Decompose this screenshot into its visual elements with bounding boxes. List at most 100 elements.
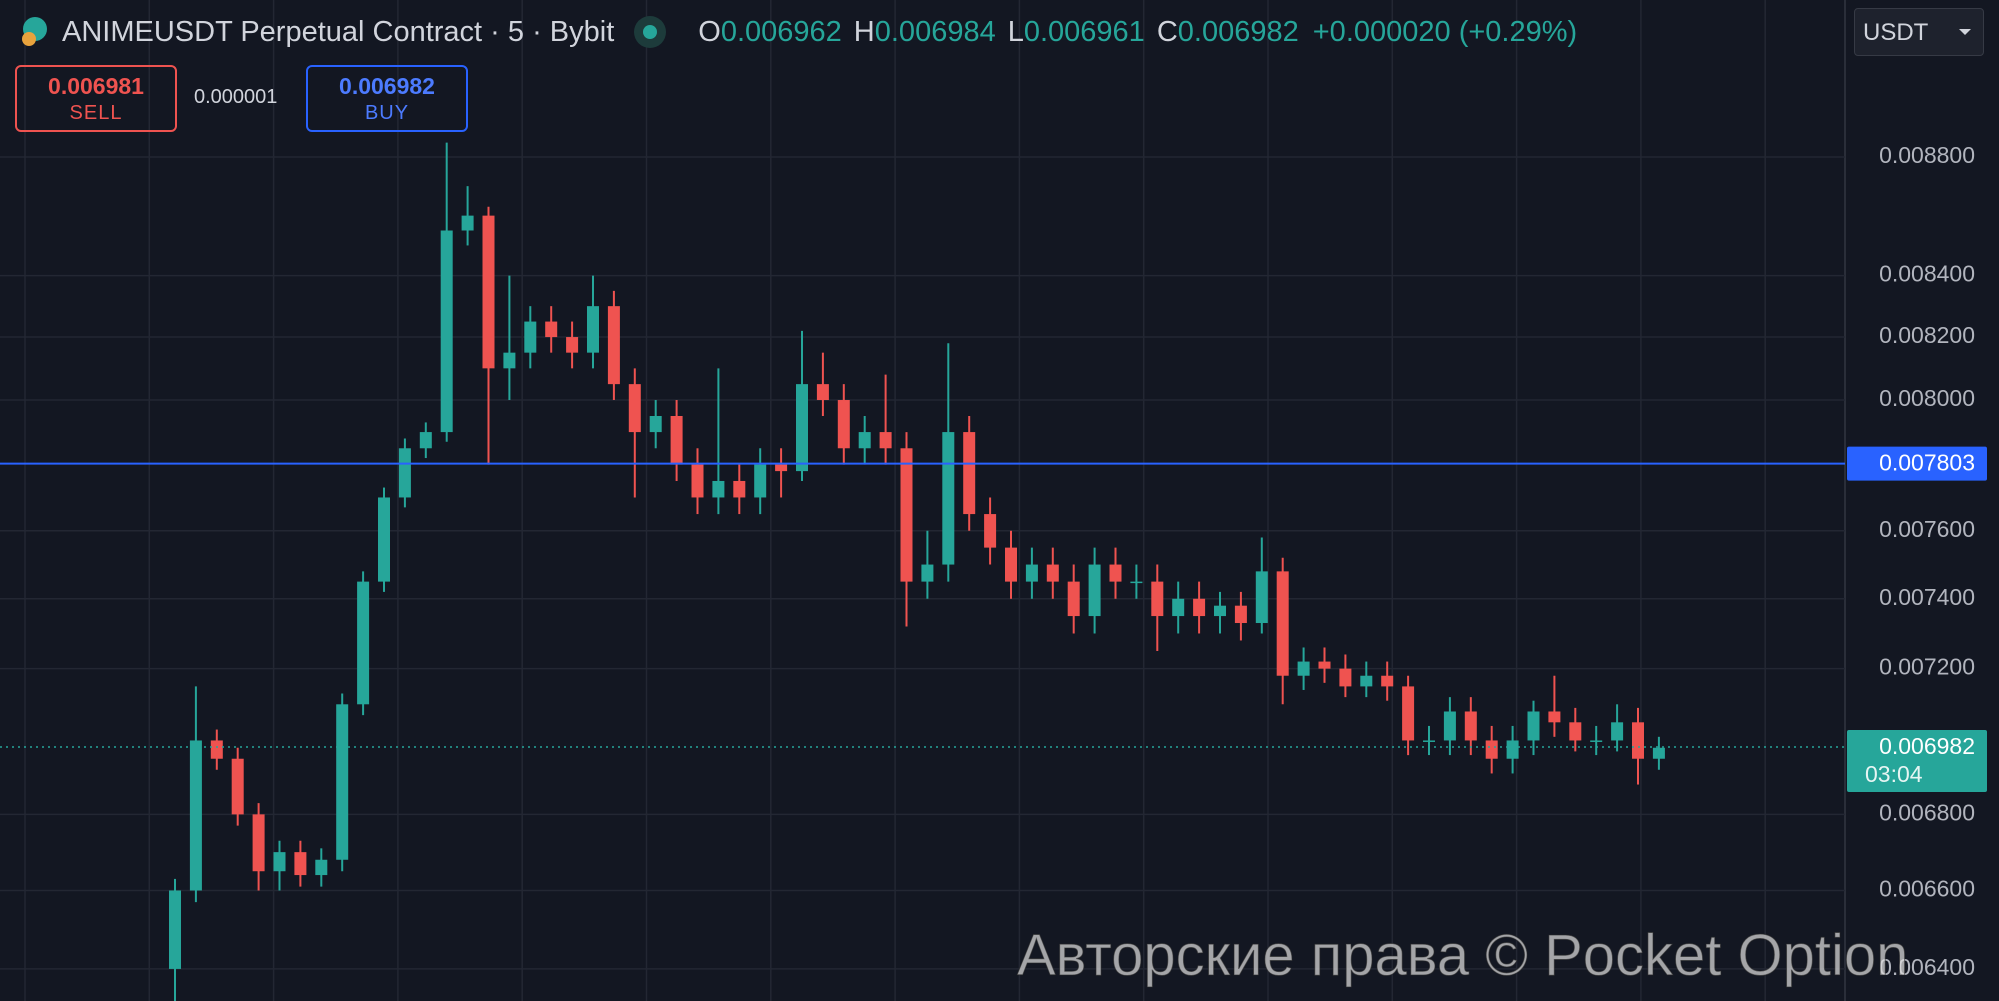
candle-body (1569, 722, 1582, 741)
candle-body (1590, 740, 1603, 742)
candle-body (1611, 722, 1624, 741)
candle-body (1632, 722, 1644, 759)
candle-body (921, 564, 934, 582)
candle-body (169, 890, 181, 969)
candle-body (419, 432, 432, 449)
candle-body (1443, 711, 1456, 741)
candle-body (252, 814, 265, 872)
y-tick-label: 0.008200 (1879, 322, 1975, 348)
y-tick-label: 0.008000 (1879, 385, 1975, 411)
candle-body (1276, 571, 1289, 676)
y-tick-label: 0.006600 (1879, 876, 1975, 902)
candle-body (1025, 564, 1038, 582)
candle-body (378, 497, 390, 582)
candle-body (628, 384, 641, 433)
candle-body (733, 480, 746, 498)
candle-body (1255, 571, 1268, 624)
candle-body (440, 230, 453, 433)
candle-body (503, 352, 516, 369)
symbol-icon (22, 17, 47, 46)
candle-body (315, 859, 328, 876)
candle-body (357, 581, 370, 705)
candle-body (1506, 740, 1519, 759)
candle-body (566, 337, 579, 353)
candle-body (1172, 598, 1185, 617)
candle-body (294, 852, 307, 876)
y-tick-label: 0.008800 (1879, 142, 1975, 168)
chart-header: ANIMEUSDT Perpetual Contract · 5 · Bybit… (18, 12, 1577, 52)
candle-body (1318, 661, 1331, 669)
candle-body (816, 384, 829, 401)
candle-body (1381, 675, 1394, 687)
ohlc-key: O (698, 15, 721, 48)
candle-body (984, 514, 997, 548)
y-tick-label: 0.006400 (1879, 954, 1975, 980)
candle-body (1214, 605, 1226, 617)
candle-body (231, 758, 244, 815)
candle-body (1067, 581, 1080, 617)
market-status[interactable] (634, 16, 667, 48)
price-line-badge (1847, 446, 1987, 481)
ohlc-value: 0.006984 (874, 15, 996, 48)
candle-body (649, 416, 662, 433)
candle-body (482, 215, 495, 369)
candle-body (837, 400, 850, 449)
candle-body (607, 306, 620, 385)
price-axis-panel (1845, 0, 1999, 1001)
candle-body (670, 416, 683, 465)
candle-body (1088, 564, 1101, 617)
ohlc-legend: O0.006962 H0.006984 L0.006961 C0.006982 (686, 16, 1298, 49)
price-change: +0.000020 (+0.29%) (1312, 15, 1578, 48)
sell-price: 0.006981 (48, 73, 144, 99)
ohlc-key: L (1007, 15, 1024, 48)
candle-body (336, 704, 349, 860)
candle-body (1527, 711, 1540, 741)
candle-body (587, 306, 599, 353)
candle-body (1005, 547, 1017, 582)
ohlc-value: 0.006962 (720, 15, 842, 48)
candle-body (545, 321, 558, 338)
ohlc-value: 0.006961 (1023, 15, 1145, 48)
candle-body (1046, 564, 1059, 582)
candle-body (1130, 581, 1143, 584)
candle-body (189, 740, 202, 891)
buy-price: 0.006982 (339, 73, 435, 99)
last-price-label: 0.006982 (1879, 733, 1975, 759)
y-tick-label: 0.007200 (1879, 654, 1975, 680)
ohlc-key: C (1156, 15, 1178, 48)
countdown-label: 03:04 (1865, 761, 1923, 787)
candle-body (1234, 605, 1247, 624)
candle-body (1109, 564, 1122, 582)
candle-body (858, 432, 871, 449)
candle-body (900, 448, 913, 582)
candle-body (461, 215, 474, 231)
buy-label: BUY (364, 102, 410, 124)
candle-body (796, 384, 808, 472)
price-line-label: 0.007803 (1879, 450, 1975, 476)
candle-body (1339, 668, 1352, 687)
ohlc-value: 0.006982 (1177, 15, 1299, 48)
candle-body (712, 480, 725, 498)
candle-body (1464, 711, 1477, 741)
candle-body (691, 464, 704, 498)
candle-body (210, 740, 223, 759)
candle-body (1193, 598, 1206, 617)
candle-body (1548, 711, 1561, 723)
spread: 0.000001 (194, 86, 278, 108)
last-price-badge (1847, 730, 1987, 793)
ohlc-key: H (853, 15, 875, 48)
candle-body (1423, 740, 1435, 742)
candle-body (1297, 661, 1310, 676)
watermark: Авторские права © Pocket Option (1016, 923, 1909, 989)
y-tick-label: 0.007600 (1879, 516, 1975, 542)
buy-button[interactable]: 0.006982 BUY (306, 65, 468, 132)
candle-body (963, 432, 976, 515)
sell-button[interactable]: 0.006981 SELL (15, 65, 177, 132)
y-tick-label: 0.007400 (1879, 584, 1975, 610)
candle-body (524, 321, 537, 353)
candle-body (1360, 675, 1373, 687)
sell-label: SELL (69, 102, 123, 124)
currency-select[interactable]: USDT (1854, 8, 1984, 56)
